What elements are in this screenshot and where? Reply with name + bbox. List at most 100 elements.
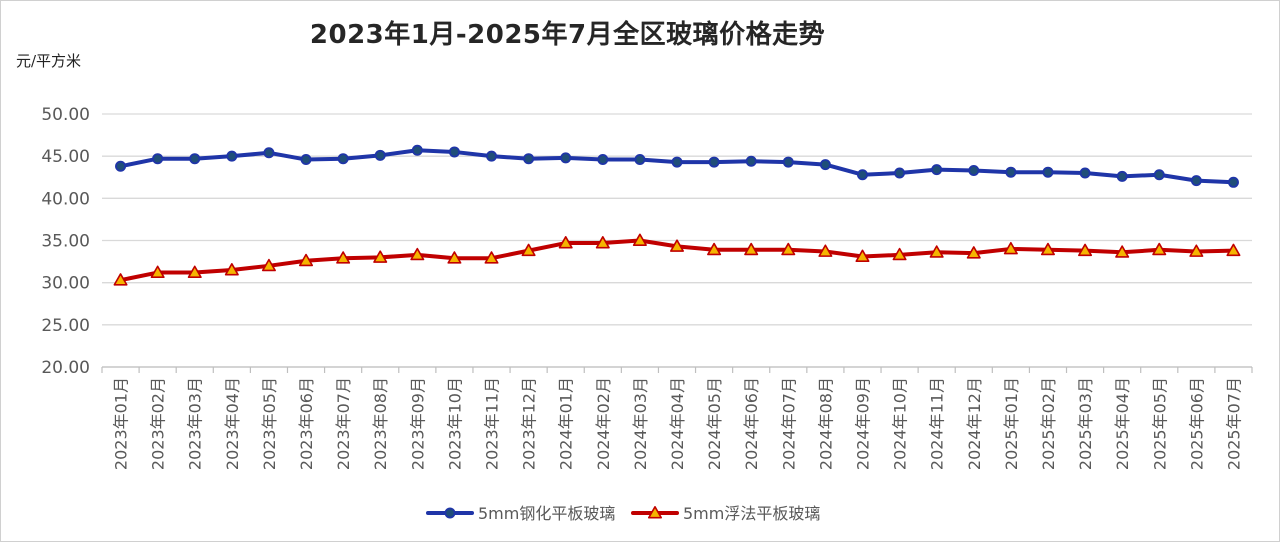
data-point [818, 244, 833, 257]
data-point [819, 159, 831, 171]
legend-label: 5mm浮法平板玻璃 [683, 504, 820, 523]
data-point [1005, 166, 1017, 178]
y-tick-label: 20.00 [41, 358, 90, 378]
data-point [337, 153, 349, 165]
data-point [1115, 245, 1130, 258]
x-tick-label: 2024年11月 [928, 377, 947, 470]
x-tick-label: 2023年12月 [520, 377, 539, 470]
x-tick-label: 2023年05月 [260, 377, 279, 470]
data-point [189, 153, 201, 165]
legend: 5mm钢化平板玻璃 5mm浮法平板玻璃 [426, 504, 820, 523]
legend-marker [444, 507, 456, 519]
data-point [523, 153, 535, 165]
series-group [113, 144, 1241, 286]
data-point [226, 150, 238, 162]
x-tick-label: 2023年10月 [445, 377, 464, 470]
data-point [150, 265, 165, 278]
data-point [745, 155, 757, 167]
data-point [634, 154, 646, 166]
data-point [671, 156, 683, 168]
data-point [224, 263, 239, 276]
x-tick-label: 2025年05月 [1150, 377, 1169, 470]
data-point [373, 250, 388, 263]
x-tick-label: 2023年07月 [334, 377, 353, 470]
y-axis: 20.00 25.00 30.00 35.00 40.00 45.00 50.00 [41, 105, 90, 378]
x-tick-label: 2024年01月 [557, 377, 576, 470]
data-point [299, 253, 314, 267]
data-point [892, 247, 907, 261]
y-tick-label: 25.00 [41, 316, 90, 336]
data-point [966, 246, 981, 259]
x-tick-label: 2024年07月 [779, 377, 798, 470]
data-point [1079, 167, 1091, 179]
data-point [856, 169, 868, 181]
data-point [374, 149, 386, 161]
y-tick-label: 50.00 [41, 105, 90, 125]
x-tick-label: 2023年08月 [371, 377, 390, 470]
x-tick-label: 2024年08月 [816, 377, 835, 470]
data-point [300, 154, 312, 166]
data-point [558, 236, 573, 249]
x-axis: 2023年01月 2023年02月 2023年03月 2023年04月 2023年05月… [101, 366, 1253, 470]
y-tick-label: 40.00 [41, 189, 90, 209]
data-point [1227, 176, 1239, 188]
data-point [968, 165, 980, 177]
x-tick-label: 2024年10月 [891, 377, 910, 470]
data-point [152, 153, 164, 165]
x-tick-label: 2024年03月 [631, 377, 650, 470]
data-point [744, 242, 759, 256]
data-point [113, 273, 128, 286]
x-tick-label: 2023年06月 [297, 377, 316, 470]
data-point [1152, 242, 1167, 256]
data-point [336, 251, 351, 264]
x-tick-label: 2025年07月 [1224, 377, 1243, 470]
data-point [411, 144, 423, 156]
data-point [781, 242, 796, 256]
data-point [669, 239, 685, 252]
x-tick-label: 2024年06月 [742, 377, 761, 470]
data-point [560, 152, 572, 164]
x-tick-label: 2023年04月 [223, 377, 242, 470]
data-point [1189, 244, 1204, 257]
legend-marker [647, 505, 663, 519]
x-tick-label: 2023年11月 [483, 377, 502, 470]
y-tick-label: 45.00 [41, 147, 90, 167]
x-tick-label: 2024年05月 [705, 377, 724, 470]
y-tick-label: 30.00 [41, 274, 90, 294]
data-point [187, 265, 202, 278]
x-tick-label: 2025年04月 [1113, 377, 1132, 470]
x-tick-label: 2023年03月 [186, 377, 205, 470]
x-tick-label: 2024年02月 [594, 377, 613, 470]
data-point [447, 251, 462, 264]
data-point [261, 258, 276, 272]
data-point [1190, 175, 1202, 187]
x-tick-label: 2024年04月 [668, 377, 687, 470]
data-point [410, 247, 425, 261]
x-tick-label: 2023年09月 [408, 377, 427, 470]
data-point [486, 150, 498, 162]
data-point [484, 251, 499, 264]
x-tick-label: 2025年06月 [1187, 377, 1206, 470]
x-tick-label: 2025年02月 [1039, 377, 1058, 470]
x-tick-label: 2023年02月 [149, 377, 168, 470]
data-point [929, 245, 944, 258]
x-tick-label: 2025年03月 [1076, 377, 1095, 470]
data-point [448, 146, 460, 158]
data-point [1040, 242, 1055, 256]
data-point [595, 236, 610, 249]
y-axis-unit-label: 元/平方米 [16, 52, 82, 70]
x-tick-label: 2024年09月 [853, 377, 872, 470]
legend-item-2: 5mm浮法平板玻璃 [631, 504, 820, 523]
x-tick-label: 2023年01月 [112, 377, 131, 470]
data-point [263, 147, 275, 159]
data-point [1003, 241, 1018, 255]
data-point [1042, 166, 1054, 178]
x-tick-label: 2024年12月 [965, 377, 984, 470]
legend-item-1: 5mm钢化平板玻璃 [426, 504, 615, 523]
data-point [521, 243, 536, 257]
x-tick-label: 2025年01月 [1002, 377, 1021, 470]
series-1 [115, 144, 1239, 188]
series-2 [113, 233, 1241, 286]
y-tick-label: 35.00 [41, 232, 90, 252]
